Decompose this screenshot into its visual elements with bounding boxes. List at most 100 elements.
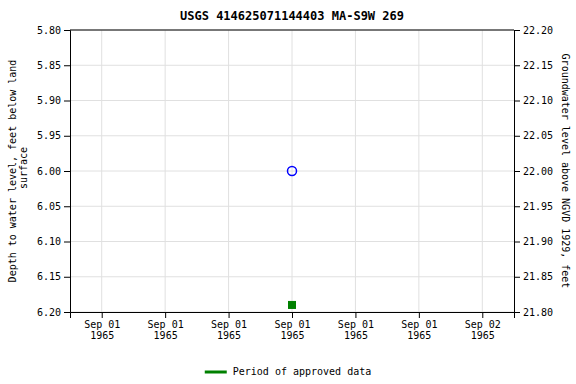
title: USGS 414625071144403 MA-S9W 269	[180, 9, 404, 23]
grid-line-y	[70, 241, 514, 242]
y2-tick-label: 21.90	[523, 236, 553, 247]
text-line: 1965	[217, 330, 241, 341]
y-tick: 6.15	[37, 271, 70, 282]
y2-tick-mark	[514, 242, 520, 243]
series	[289, 301, 296, 308]
y-tick-mark	[64, 242, 70, 243]
y-tick-label: 6.20	[37, 307, 61, 318]
y-tick: 5.85	[37, 60, 70, 71]
y-tick-mark	[64, 65, 70, 66]
x-tick: Sep 011965	[148, 312, 184, 341]
x-tick: Sep 021965	[465, 312, 501, 341]
legend-item: Period of approved data	[205, 366, 371, 377]
y2-tick: 21.90	[514, 236, 553, 247]
text-line: 1965	[471, 330, 495, 341]
y2-tick-label: 22.00	[523, 166, 553, 177]
y-tick: 5.80	[37, 25, 70, 36]
y2-tick: 21.80	[514, 307, 553, 318]
circle-point	[288, 167, 297, 176]
y-tick: 6.00	[37, 166, 70, 177]
y2-tick: 21.95	[514, 201, 553, 212]
grid-line-y	[70, 135, 514, 136]
y2-tick-mark	[514, 65, 520, 66]
y-tick: 5.90	[37, 95, 70, 106]
text-line: Sep 01	[211, 319, 247, 330]
text-line: Sep 01	[274, 319, 310, 330]
x-tick: Sep 011965	[211, 312, 247, 341]
grid-line-y	[70, 30, 514, 31]
square-point	[289, 301, 296, 308]
series	[288, 167, 297, 176]
axis-line	[71, 313, 515, 319]
y-tick-mark	[64, 312, 70, 313]
y2-tick-label: 22.15	[523, 60, 553, 71]
x-tick-mark	[102, 312, 103, 318]
x-tick-mark	[482, 312, 483, 318]
y-tick-label: 6.00	[37, 166, 61, 177]
y2-tick: 22.05	[514, 130, 553, 141]
text-line: 1965	[280, 330, 304, 341]
text-line: Depth to water level, feet below land	[7, 60, 18, 283]
y-tick-mark	[64, 277, 70, 278]
y-tick-label: 6.10	[37, 236, 61, 247]
text-line: Sep 01	[338, 319, 374, 330]
x-tick-label: Sep 011965	[211, 319, 247, 341]
y-tick-label: 6.05	[37, 201, 61, 212]
legend-label: Period of approved data	[233, 366, 371, 377]
y2-tick-label: 22.05	[523, 130, 553, 141]
y-tick-label: 5.80	[37, 25, 61, 36]
y-tick-mark	[64, 101, 70, 102]
grid-line-y	[70, 206, 514, 207]
y-axis-title: Depth to water level, feet below land su…	[7, 60, 29, 283]
y2-tick-mark	[514, 277, 520, 278]
y2-tick-mark	[514, 30, 520, 31]
grid	[70, 30, 514, 312]
grid-line-y	[70, 171, 514, 172]
y-tick-mark	[64, 171, 70, 172]
axis-line	[64, 31, 71, 313]
y2-axis-title: Groundwater level above NGVD 1929, feet	[560, 54, 571, 289]
text-line: 1965	[344, 330, 368, 341]
x-tick-label: Sep 011965	[274, 319, 310, 341]
x-tick-label: Sep 011965	[148, 319, 184, 341]
y-tick-label: 5.95	[37, 130, 61, 141]
y2-tick-mark	[514, 171, 520, 172]
text-line: Sep 01	[401, 319, 437, 330]
y-tick-label: 5.90	[37, 95, 61, 106]
text-line: 1965	[90, 330, 114, 341]
y-tick-label: 6.15	[37, 271, 61, 282]
y2-tick-label: 21.85	[523, 271, 553, 282]
y-tick: 6.05	[37, 201, 70, 212]
y2-tick: 22.15	[514, 60, 553, 71]
legend-swatch	[205, 371, 227, 374]
text-line: Sep 01	[148, 319, 184, 330]
text-line: Sep 02	[465, 319, 501, 330]
x-tick-label: Sep 011965	[401, 319, 437, 341]
y-tick-label: 5.85	[37, 60, 61, 71]
grid-line-y	[70, 65, 514, 66]
x-axis: Sep 011965Sep 011965Sep 011965Sep 011965…	[71, 312, 515, 341]
grid-line-y	[70, 100, 514, 101]
x-tick-mark	[229, 312, 230, 318]
y2-tick: 21.85	[514, 271, 553, 282]
chart: Sep 011965Sep 011965Sep 011965Sep 011965…	[0, 0, 576, 384]
y2-tick: 22.00	[514, 166, 553, 177]
x-tick: Sep 011965	[401, 312, 437, 341]
text-line: 1965	[154, 330, 178, 341]
grid-line-y	[70, 276, 514, 277]
text-line: surface	[18, 147, 29, 195]
marks	[288, 167, 297, 309]
x-tick-label: Sep 021965	[465, 319, 501, 341]
x-tick-label: Sep 011965	[338, 319, 374, 341]
x-tick-mark	[419, 312, 420, 318]
plot: Sep 011965Sep 011965Sep 011965Sep 011965…	[37, 25, 553, 341]
y-tick: 5.95	[37, 130, 70, 141]
y-tick-mark	[64, 206, 70, 207]
y2-tick: 22.20	[514, 25, 553, 36]
x-tick-mark	[292, 312, 293, 318]
y-tick-mark	[64, 136, 70, 137]
x-tick-label: Sep 011965	[84, 319, 120, 341]
y2-tick-label: 21.80	[523, 307, 553, 318]
y2-tick-label: 21.95	[523, 201, 553, 212]
axis-line	[515, 31, 521, 313]
